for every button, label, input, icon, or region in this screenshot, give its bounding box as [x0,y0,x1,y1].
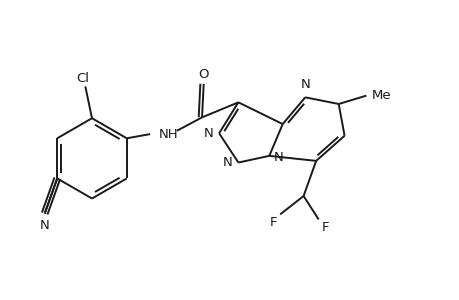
Text: N: N [40,219,50,232]
Text: N: N [222,156,232,169]
Text: N: N [203,127,213,140]
Text: F: F [321,221,329,234]
Text: N: N [301,79,310,92]
Text: N: N [273,151,283,164]
Text: O: O [198,68,208,81]
Text: F: F [269,216,276,229]
Text: Cl: Cl [76,72,89,85]
Text: Me: Me [371,89,391,102]
Text: NH: NH [158,128,178,141]
